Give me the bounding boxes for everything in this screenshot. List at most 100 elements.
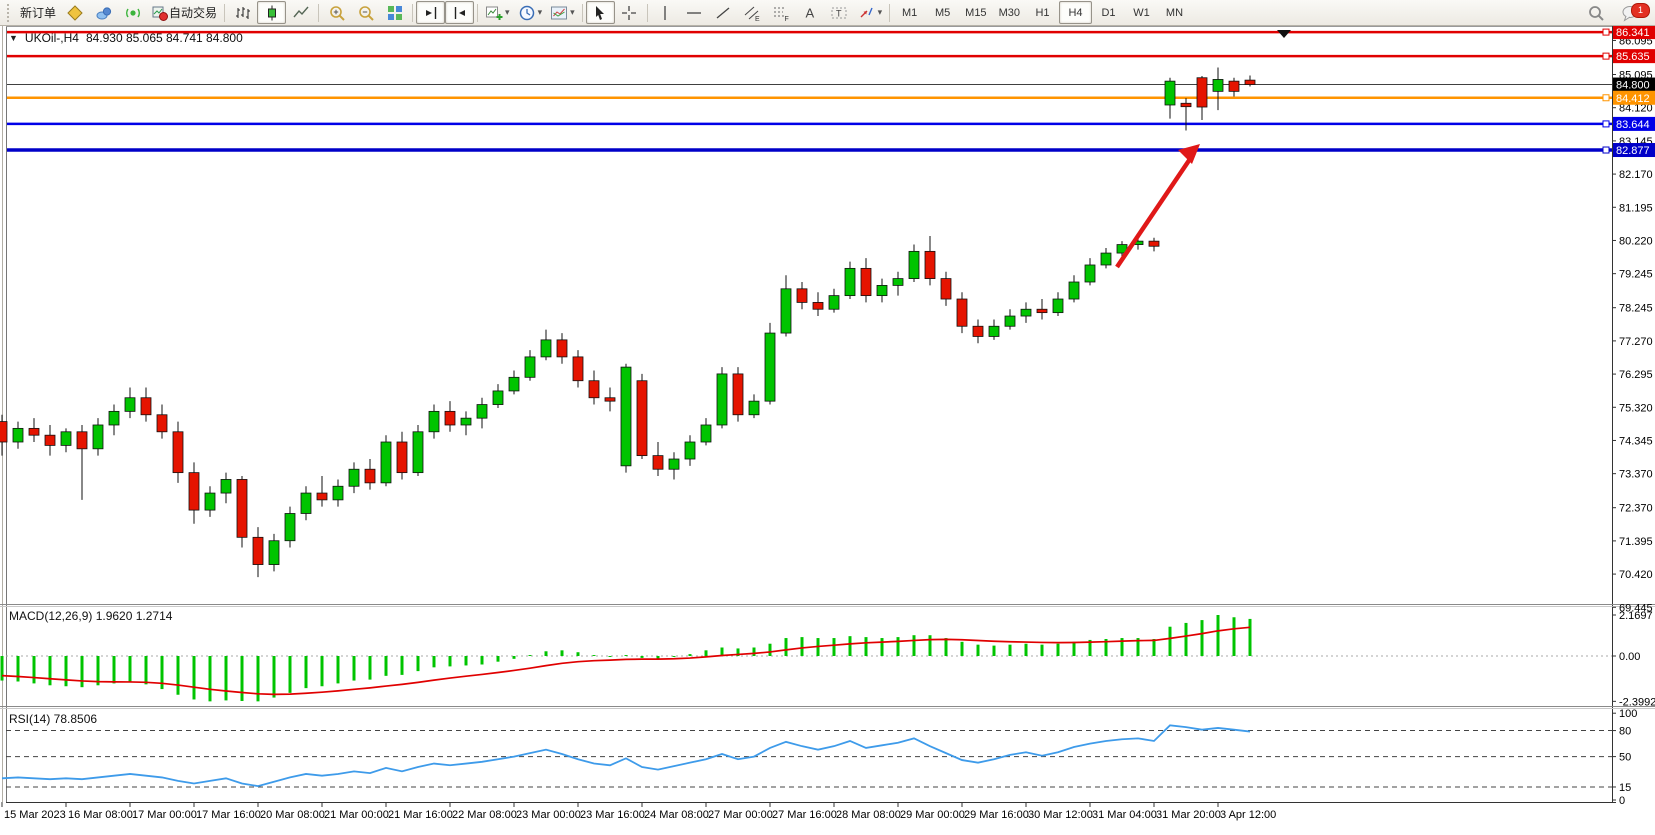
candle-19 (300, 492, 312, 514)
signals-icon[interactable] (118, 1, 147, 24)
candle-42 (668, 458, 680, 470)
text-label-tool[interactable]: T (825, 1, 854, 24)
timeframe-toolbar: M1 M5 M15 M30 H1 H4 D1 W1 MN (893, 1, 1191, 24)
arrows-shapes-tool[interactable]: ▾ (854, 1, 887, 24)
chart-expand-icon[interactable]: ▼ (9, 33, 18, 43)
cursor-button[interactable] (585, 1, 615, 24)
timeframe-m5-button[interactable]: M5 (935, 6, 951, 19)
templates-button[interactable]: ▾ (546, 1, 579, 24)
equidistant-channel-tool[interactable]: E (738, 1, 767, 24)
timeframe-w1-button[interactable]: W1 (1133, 6, 1150, 19)
candle-61 (972, 325, 984, 337)
auto-scroll-button[interactable] (445, 1, 475, 24)
price-tick-label: 81.195 (1619, 202, 1653, 214)
bar-chart-button[interactable] (228, 1, 257, 24)
timeframe-mn-button[interactable]: MN (1165, 6, 1184, 19)
tile-windows-button[interactable] (380, 1, 409, 24)
toolbar-drag-handle[interactable] (7, 3, 13, 22)
candle-40 (636, 380, 648, 457)
toolbar-separator (646, 3, 648, 22)
candle-39 (620, 366, 632, 467)
candle-3 (44, 434, 56, 446)
time-tick-label: 27 Mar 00:00 (708, 809, 773, 821)
hline-handle-82.877[interactable] (1602, 146, 1610, 154)
candle-60 (956, 298, 968, 327)
price-tick-label: 75.320 (1619, 402, 1653, 414)
trend-arrow-line[interactable] (1115, 154, 1194, 269)
candle-8 (124, 397, 136, 412)
candle-53 (844, 267, 856, 297)
zoom-in-button[interactable] (322, 1, 351, 24)
candle-45 (716, 373, 728, 426)
chart-shift-button[interactable] (416, 1, 446, 24)
candle-52 (828, 295, 840, 310)
line-alert-marker[interactable] (1277, 30, 1291, 38)
timeframe-d1-button[interactable]: D1 (1101, 6, 1116, 19)
price-tick-label: 82.170 (1619, 169, 1653, 181)
price-tag-82.877: 82.877 (1616, 145, 1650, 157)
time-tick-label: 22 Mar 08:00 (452, 809, 517, 821)
candle-23 (364, 468, 376, 484)
trend-arrow-head (1178, 144, 1200, 164)
chevron-down-icon: ▾ (505, 7, 510, 17)
timeframe-h4-button[interactable]: H4 (1058, 1, 1092, 24)
notification-badge: 1 (1631, 3, 1650, 18)
candle-78 (1244, 79, 1256, 85)
price-tag-83.644: 83.644 (1616, 119, 1650, 131)
text-tool[interactable]: A (796, 1, 825, 24)
price-tick-label: 84.120 (1619, 103, 1653, 115)
market-watch-icon[interactable] (60, 1, 89, 24)
candle-26 (412, 431, 424, 474)
trendline-tool[interactable] (709, 1, 738, 24)
macd-pane: 2.1697 0.00 -2.3992 (0, 610, 1655, 708)
candle-22 (348, 468, 360, 487)
candle-16 (252, 536, 264, 565)
notifications-chat-icon[interactable]: 1 (1616, 1, 1650, 24)
price-tick-label: 80.220 (1619, 235, 1653, 247)
candle-44 (700, 424, 712, 443)
chart-ohlc-values: 84.930 85.065 84.741 84.800 (85, 31, 243, 45)
timeframe-m1-button[interactable]: M1 (902, 6, 918, 19)
toolbar-separator (412, 3, 414, 22)
hline-handle-85.635[interactable] (1602, 52, 1610, 60)
timeframe-m15-button[interactable]: M15 (965, 6, 987, 19)
chevron-down-icon: ▾ (537, 7, 543, 17)
timeframe-h1-button[interactable]: H1 (1035, 6, 1050, 19)
vertical-line-tool[interactable] (651, 1, 680, 24)
time-tick-label: 16 Mar 08:00 (68, 809, 133, 821)
price-tick-label: 72.370 (1619, 503, 1653, 515)
candle-33 (524, 356, 536, 378)
candle-1 (12, 427, 24, 443)
horizontal-line-tool[interactable] (680, 1, 709, 24)
new-order-button[interactable]: 新订单 (16, 1, 60, 24)
time-tick-label: 15 Mar 2023 (4, 809, 66, 821)
price-tick-label: 76.295 (1619, 369, 1653, 381)
periods-button[interactable]: ▾ (514, 1, 547, 24)
candle-27 (428, 410, 440, 433)
hline-handle-83.644[interactable] (1602, 120, 1610, 128)
price-tick-label: 78.245 (1619, 303, 1653, 315)
horizontal-line-objects (7, 28, 1612, 154)
autotrading-button[interactable]: 自动交易 (147, 1, 221, 24)
crosshair-button[interactable] (615, 1, 644, 24)
hline-handle-84.412[interactable] (1602, 94, 1610, 102)
search-icon[interactable] (1581, 1, 1610, 24)
price-tick-label: 74.345 (1619, 435, 1653, 447)
timeframe-m30-button[interactable]: M30 (998, 6, 1020, 19)
candle-32 (508, 376, 520, 392)
candlestick-chart-button[interactable] (257, 1, 287, 24)
line-chart-button[interactable] (286, 1, 315, 24)
hline-handle-86.341[interactable] (1602, 28, 1610, 36)
price-tag-85.635: 85.635 (1616, 51, 1650, 63)
time-tick-label: 30 Mar 12:00 (1028, 809, 1093, 821)
community-cloud-icon[interactable] (89, 1, 118, 24)
candle-75 (1196, 77, 1208, 108)
fibonacci-tool[interactable]: F (767, 1, 796, 24)
candle-56 (892, 278, 904, 286)
zoom-out-button[interactable] (351, 1, 380, 24)
indicators-button[interactable]: ▾ (481, 1, 514, 24)
candle-50 (796, 288, 808, 303)
rsi-line (1, 724, 1251, 788)
